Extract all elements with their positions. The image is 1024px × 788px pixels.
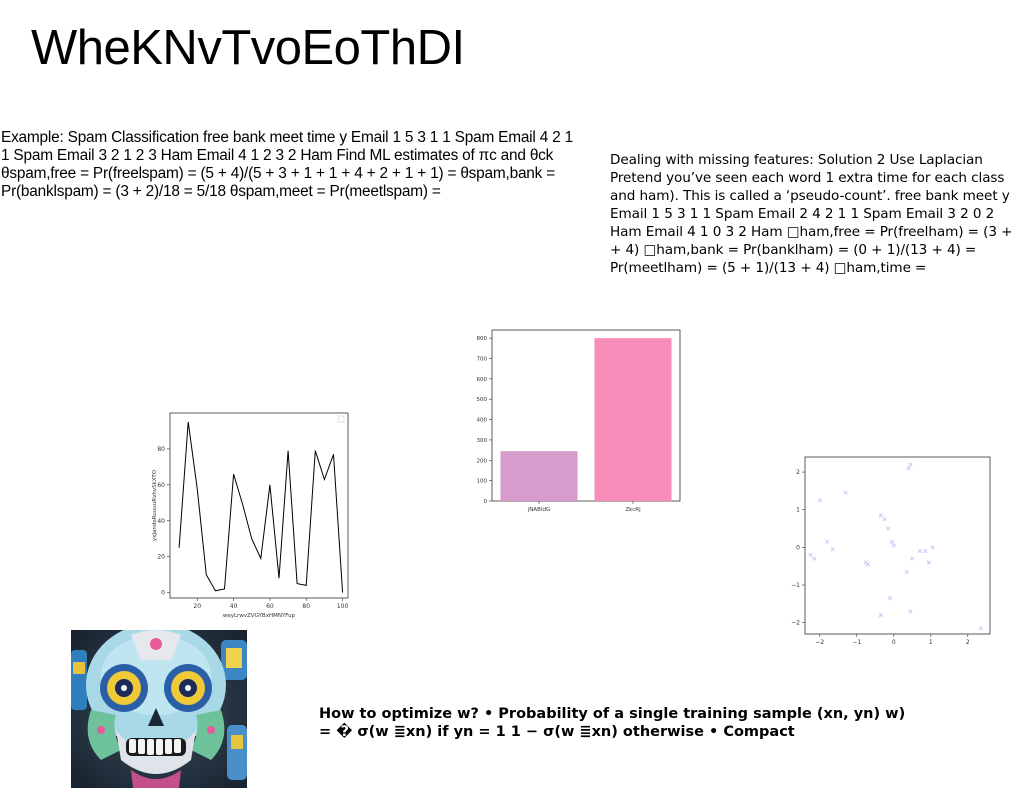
- scatter-ytick-label: 2: [796, 469, 800, 476]
- scatter-point: [908, 609, 913, 614]
- scatter-ytick-label: −1: [791, 582, 800, 589]
- bar-chart-ytick-label: 500: [477, 397, 488, 403]
- scatter-point: [930, 545, 935, 550]
- line-chart-ytick-label: 0: [161, 590, 165, 597]
- scatter-xtick-label: 2: [966, 639, 970, 646]
- scatter-point: [843, 490, 848, 495]
- scatter-point-stroke: [863, 560, 869, 565]
- line-chart-ytick-label: 40: [157, 518, 165, 525]
- scatter-point: [830, 547, 835, 552]
- scatter-ytick-label: 0: [796, 544, 800, 551]
- bar-chart-ytick-label: 100: [477, 479, 488, 485]
- scatter-ytick-label: −2: [791, 620, 800, 627]
- slide-title: WheKNvTvoEoThDI: [31, 21, 465, 75]
- line-chart-xlabel: weyLrwvZVGYBxHMNYFup: [223, 613, 296, 619]
- scatter-point-stroke: [887, 596, 893, 601]
- bar-chart-ytick-label: 300: [477, 438, 488, 444]
- scatter-point: [887, 596, 893, 601]
- scatter-point: [910, 556, 915, 561]
- scatter-point: [926, 560, 932, 565]
- line-chart: 20 40 60 80 100 0 20 40 60 80 weyLrwvZVGYBxHMNYFup…: [152, 412, 349, 619]
- scatter-point: [904, 569, 909, 574]
- scatter-point-stroke: [917, 549, 922, 554]
- scatter-point-stroke: [886, 526, 891, 531]
- bar-chart-ytick-label: 400: [477, 418, 488, 424]
- line-series: [178, 421, 344, 593]
- line-chart-xtick-label: 20: [193, 603, 201, 610]
- scatter-point-stroke: [843, 490, 848, 495]
- bar-category-label: jNABldG: [527, 507, 550, 513]
- scatter-point: [891, 543, 896, 548]
- bar-chart-ytick-label: 0: [484, 499, 488, 505]
- bar-1: [594, 338, 672, 501]
- sugar-skull-image: [71, 630, 247, 788]
- scatter-point: [865, 562, 871, 567]
- scatter-point: [908, 462, 913, 467]
- bar-category-label: ZkcRj: [625, 507, 641, 513]
- scatter-xtick-label: 1: [929, 639, 933, 646]
- scatter-point: [825, 539, 830, 544]
- scatter-chart-frame: [804, 456, 991, 635]
- scatter-point-stroke: [817, 498, 822, 503]
- line-chart-xtick-label: 40: [230, 603, 238, 610]
- scatter-point-stroke: [889, 539, 895, 544]
- scatter-point-stroke: [923, 549, 928, 554]
- scatter-point: [878, 613, 883, 618]
- bar-chart-ytick-label: 600: [477, 377, 488, 383]
- scatter-point-stroke: [904, 569, 909, 574]
- scatter-ytick-label: 1: [796, 507, 800, 514]
- scatter-point-stroke: [812, 556, 817, 561]
- scatter-point-stroke: [825, 539, 830, 544]
- scatter-point: [923, 549, 928, 554]
- line-chart-xtick-label: 80: [302, 603, 310, 610]
- scatter-point: [878, 513, 883, 518]
- line-chart-frame: [169, 412, 349, 599]
- scatter-xtick-label: −1: [852, 639, 861, 646]
- scatter-xtick-label: −2: [815, 639, 824, 646]
- scatter-point-stroke: [830, 547, 835, 552]
- line-chart-xtick-label: 100: [337, 603, 349, 610]
- line-chart-xtick-label: 60: [266, 603, 274, 610]
- bar-chart-ytick-label: 700: [477, 357, 488, 363]
- scatter-xtick-label: 0: [892, 639, 896, 646]
- line-chart-ytick-label: 80: [157, 446, 165, 453]
- scatter-point-stroke: [878, 613, 883, 618]
- scatter-point-stroke: [910, 556, 915, 561]
- bar-chart-ytick-label: 800: [477, 336, 488, 342]
- line-chart-legend: [337, 415, 345, 423]
- scatter-point-stroke: [891, 543, 896, 548]
- text-block-optimize: How to optimize w? • Probability of a si…: [319, 706, 906, 740]
- scatter-point-stroke: [808, 552, 813, 558]
- scatter-point-stroke: [930, 545, 935, 550]
- line-chart-ytick-label: 60: [157, 482, 165, 489]
- scatter-point-stroke: [908, 462, 913, 467]
- scatter-point: [817, 498, 822, 503]
- scatter-point: [978, 626, 983, 631]
- scatter-point-stroke: [878, 513, 883, 518]
- scatter-point-stroke: [882, 517, 887, 522]
- scatter-point-stroke: [908, 609, 913, 614]
- line-chart-ytick-label: 20: [157, 554, 165, 561]
- scatter-point-stroke: [978, 626, 983, 631]
- scatter-point: [886, 526, 891, 531]
- scatter-point: [917, 549, 922, 554]
- bar-chart-ytick-label: 200: [477, 458, 488, 464]
- text-block-spam-example: Example: Spam Classification free bank m…: [1, 129, 573, 200]
- bar-chart: 0 100 200 300 400 500 600 700 800 jNABldG ZkcRj: [477, 329, 681, 513]
- line-chart-ylabel: yxJandoRuuuuRvhvSkXTO: [152, 469, 158, 541]
- scatter-point: [906, 466, 911, 471]
- scatter-point-stroke: [926, 560, 932, 565]
- scatter-point: [889, 539, 895, 544]
- scatter-point: [882, 517, 887, 522]
- scatter-chart: −2 −1 0 1 2 −2 −1 0 1 2: [791, 456, 991, 646]
- scatter-point-stroke: [906, 466, 911, 471]
- text-block-laplacian: Dealing with missing features: Solution …: [610, 152, 1013, 276]
- scatter-point: [812, 556, 817, 561]
- scatter-point-stroke: [865, 562, 871, 567]
- scatter-point: [808, 552, 813, 558]
- bar-0: [500, 451, 578, 501]
